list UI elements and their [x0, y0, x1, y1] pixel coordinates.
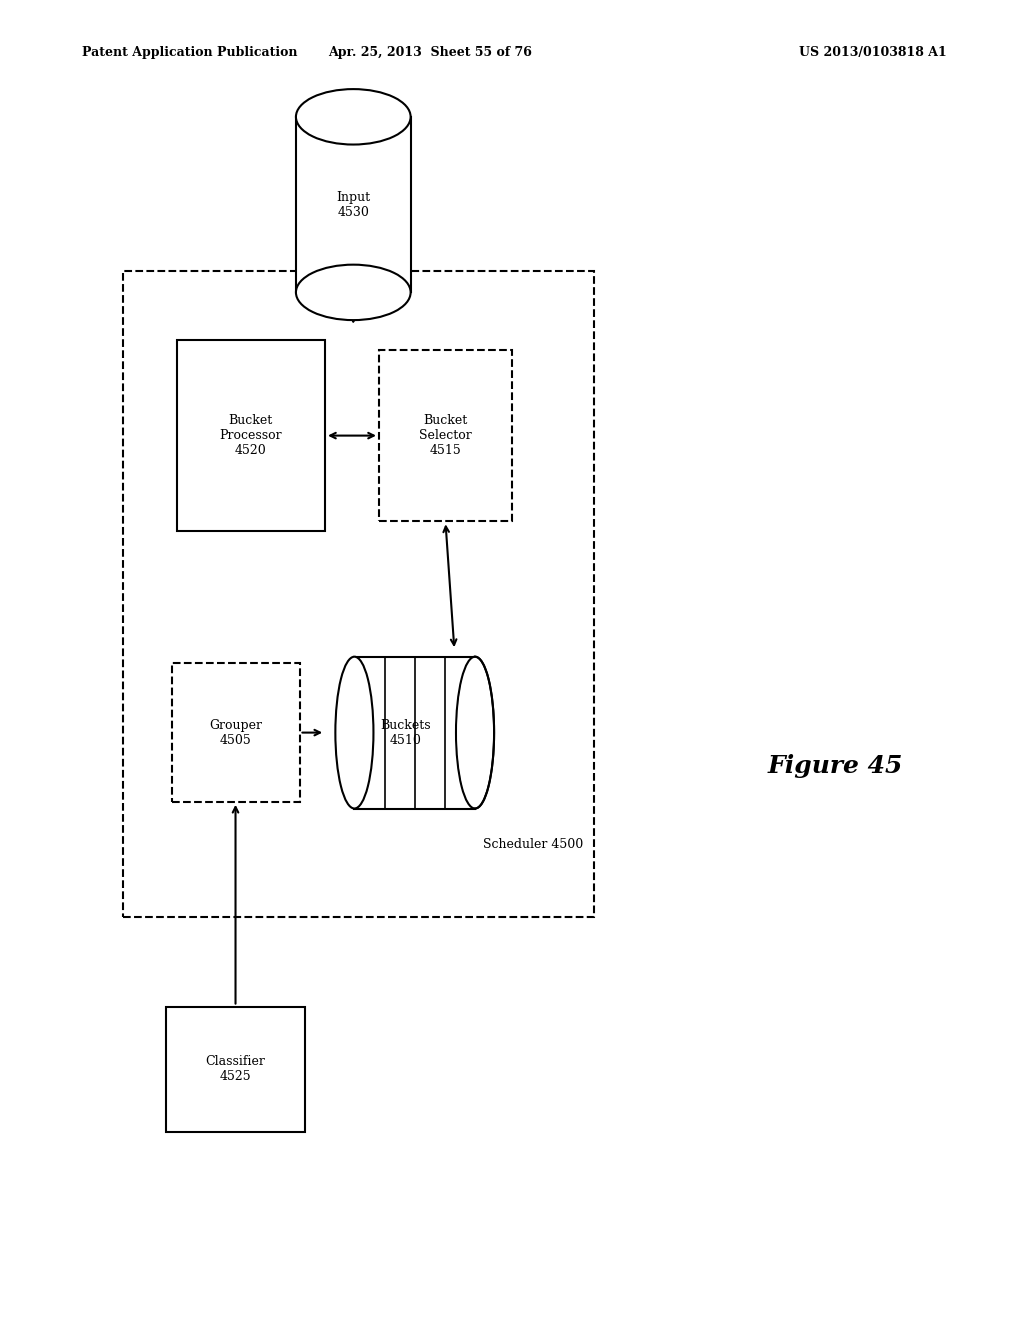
Text: Figure 45: Figure 45 — [768, 754, 903, 777]
Text: Apr. 25, 2013  Sheet 55 of 76: Apr. 25, 2013 Sheet 55 of 76 — [328, 46, 532, 59]
Ellipse shape — [296, 88, 411, 144]
Bar — [123, 271, 594, 917]
Text: Buckets
4510: Buckets 4510 — [380, 718, 430, 747]
Bar — [354, 656, 475, 808]
Ellipse shape — [456, 657, 495, 808]
Bar — [166, 1006, 305, 1131]
Bar — [176, 339, 326, 531]
Text: US 2013/0103818 A1: US 2013/0103818 A1 — [799, 46, 946, 59]
Text: Scheduler 4500: Scheduler 4500 — [483, 838, 584, 851]
Ellipse shape — [336, 657, 374, 808]
Bar — [296, 117, 411, 293]
Bar — [379, 350, 512, 521]
Ellipse shape — [458, 660, 493, 805]
Text: Bucket
Selector
4515: Bucket Selector 4515 — [419, 414, 472, 457]
Text: Grouper
4505: Grouper 4505 — [209, 718, 262, 747]
Bar — [172, 663, 299, 801]
Text: Classifier
4525: Classifier 4525 — [206, 1055, 265, 1084]
Text: Bucket
Processor
4520: Bucket Processor 4520 — [219, 414, 283, 457]
Ellipse shape — [296, 264, 411, 321]
Text: Patent Application Publication: Patent Application Publication — [82, 46, 297, 59]
Text: Input
4530: Input 4530 — [336, 190, 371, 219]
